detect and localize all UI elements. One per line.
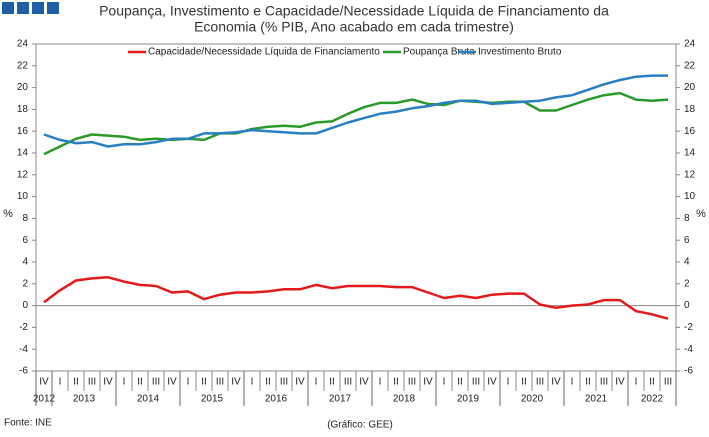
x-tick-label: IV: [615, 377, 625, 388]
y-tick-label: 8: [22, 213, 28, 224]
x-tick-label: II: [457, 377, 463, 388]
x-tick-label: III: [216, 377, 224, 388]
y2-tick-label: 10: [684, 191, 696, 202]
y2-tick-label: 12: [684, 169, 696, 180]
y2-tick-label: -6: [684, 366, 693, 377]
y-tick-label: 10: [17, 191, 29, 202]
year-label: 2016: [265, 394, 288, 405]
y-tick-label: 14: [17, 148, 29, 159]
x-tick-label: III: [472, 377, 480, 388]
x-tick-label: II: [649, 377, 655, 388]
logo: [2, 2, 59, 14]
x-tick-label: I: [443, 377, 446, 388]
x-tick-label: II: [265, 377, 271, 388]
y2-axis-label: %: [696, 208, 706, 220]
x-tick-label: II: [521, 377, 527, 388]
x-tick-label: I: [635, 377, 638, 388]
year-label: 2015: [201, 394, 224, 405]
y-tick-label: 2: [22, 278, 28, 289]
y-tick-label: 4: [22, 257, 28, 268]
series-line: [43, 276, 669, 320]
y-tick-label: 16: [17, 126, 29, 137]
x-tick-label: IV: [487, 377, 497, 388]
x-tick-label: II: [329, 377, 335, 388]
x-tick-label: I: [187, 377, 190, 388]
x-tick-label: IV: [551, 377, 561, 388]
x-tick-label: I: [571, 377, 574, 388]
y-tick-label: -4: [19, 344, 28, 355]
x-tick-label: III: [664, 377, 672, 388]
year-label: 2012: [33, 394, 56, 405]
y-tick-label: 20: [17, 82, 29, 93]
x-tick-label: IV: [167, 377, 177, 388]
x-tick-label: IV: [423, 377, 433, 388]
y-axis-label: %: [3, 208, 13, 220]
x-tick-label: II: [201, 377, 207, 388]
y-tick-label: 6: [22, 235, 28, 246]
x-tick-label: I: [315, 377, 318, 388]
y2-tick-label: 16: [684, 126, 696, 137]
x-tick-label: II: [393, 377, 399, 388]
x-tick-label: III: [88, 377, 96, 388]
x-tick-label: I: [123, 377, 126, 388]
y-tick-label: 18: [17, 104, 29, 115]
year-label: 2017: [329, 394, 352, 405]
x-tick-label: II: [137, 377, 143, 388]
year-label: 2013: [73, 394, 96, 405]
x-tick-label: I: [251, 377, 254, 388]
y-tick-label: -2: [19, 322, 28, 333]
legend-label: Investimento Bruto: [478, 47, 562, 58]
series-line: [43, 74, 668, 148]
y2-tick-label: 0: [684, 300, 690, 311]
year-label: 2020: [521, 394, 544, 405]
y2-tick-label: 24: [684, 39, 696, 50]
y2-tick-label: 22: [684, 60, 696, 71]
y-tick-label: 12: [17, 169, 29, 180]
x-tick-label: I: [59, 377, 62, 388]
chart-title: Poupança, Investimento e Capacidade/Nece…: [99, 3, 609, 19]
x-tick-label: I: [379, 377, 382, 388]
y2-tick-label: 6: [684, 235, 690, 246]
source: Fonte: INE: [4, 418, 52, 429]
year-label: 2021: [585, 394, 608, 405]
x-tick-label: II: [585, 377, 591, 388]
year-label: 2014: [137, 394, 160, 405]
x-tick-label: I: [507, 377, 510, 388]
x-tick-label: III: [408, 377, 416, 388]
x-tick-label: IV: [39, 377, 49, 388]
x-tick-label: III: [344, 377, 352, 388]
x-tick-label: III: [280, 377, 288, 388]
x-tick-label: II: [73, 377, 79, 388]
y-tick-label: 24: [17, 39, 29, 50]
x-tick-label: IV: [231, 377, 241, 388]
y2-tick-label: 14: [684, 148, 696, 159]
x-tick-label: IV: [359, 377, 369, 388]
x-tick-label: IV: [103, 377, 113, 388]
y2-tick-label: 20: [684, 82, 696, 93]
chart-title: Economia (% PIB, Ano acabado em cada tri…: [194, 19, 514, 35]
x-tick-label: III: [600, 377, 608, 388]
y2-tick-label: -2: [684, 322, 693, 333]
series-line: [43, 91, 669, 156]
y2-tick-label: -4: [684, 344, 693, 355]
y2-tick-label: 2: [684, 278, 690, 289]
y-tick-label: 0: [22, 300, 28, 311]
credit: (Gráfico: GEE): [327, 420, 393, 431]
legend-label: Capacidade/Necessidade Líquida de Financ…: [148, 47, 380, 58]
legend-label: Poupança Bruta: [403, 47, 475, 58]
y2-tick-label: 18: [684, 104, 696, 115]
year-label: 2019: [457, 394, 480, 405]
y-tick-label: 22: [17, 60, 29, 71]
y2-tick-label: 4: [684, 257, 690, 268]
y2-tick-label: 8: [684, 213, 690, 224]
x-tick-label: III: [536, 377, 544, 388]
year-label: 2018: [393, 394, 416, 405]
year-label: 2022: [641, 394, 664, 405]
y-tick-label: -6: [19, 366, 28, 377]
x-tick-label: IV: [295, 377, 305, 388]
x-tick-label: III: [152, 377, 160, 388]
